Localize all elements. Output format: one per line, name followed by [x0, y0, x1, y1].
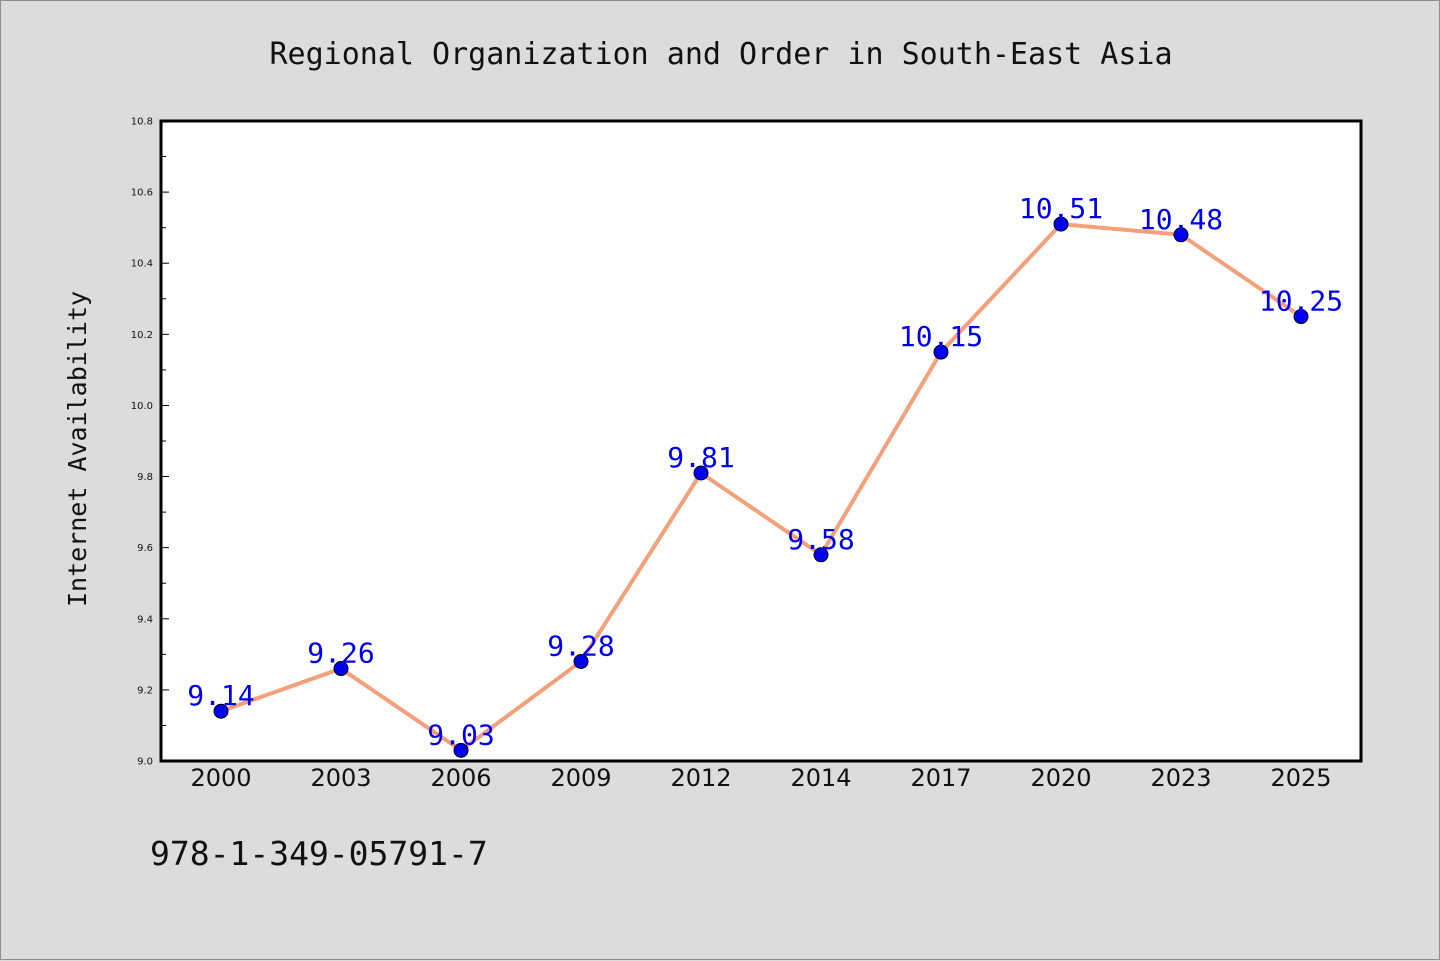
x-tick-label: 2009 [550, 764, 611, 792]
y-tick-label: 10.0 [131, 401, 153, 412]
data-point [1293, 309, 1309, 325]
x-tick-label: 2014 [790, 764, 851, 792]
y-tick-label: 10.8 [131, 117, 153, 128]
data-label: 10.25 [1259, 285, 1343, 318]
data-point [813, 547, 829, 563]
data-point [213, 703, 229, 719]
data-point [333, 661, 349, 677]
data-label: 9.58 [787, 523, 854, 556]
data-point [573, 653, 589, 669]
x-tick-label: 2006 [430, 764, 491, 792]
data-label: 9.14 [187, 679, 254, 712]
data-point [1053, 216, 1069, 232]
data-label: 10.15 [899, 320, 983, 353]
y-tick-label: 9.0 [137, 757, 153, 768]
y-tick-label: 9.6 [137, 543, 153, 554]
x-tick-label: 2025 [1270, 764, 1331, 792]
data-point [453, 742, 469, 758]
x-axis-ticks: 2000 2003 2006 2009 2012 2014 2017 2020 2023 2025 [190, 764, 1331, 792]
y-tick-label: 9.2 [137, 685, 153, 696]
x-tick-label: 2020 [1030, 764, 1091, 792]
x-tick-label: 2000 [190, 764, 251, 792]
x-tick-label: 2003 [310, 764, 371, 792]
x-tick-label: 2017 [910, 764, 971, 792]
y-tick-label: 10.2 [131, 330, 153, 341]
data-label: 9.28 [547, 629, 614, 662]
isbn-footer: 978-1-349-05791-7 [150, 834, 488, 873]
y-tick-label: 10.6 [131, 188, 153, 199]
y-axis-ticks: 9.0 9.2 9.4 9.6 9.8 10.0 10.2 10.4 10.6 10.8 [131, 117, 169, 768]
series-line [219, 222, 1303, 753]
data-label: 9.26 [307, 637, 374, 670]
data-series [213, 216, 1309, 758]
y-tick-label: 9.8 [137, 472, 153, 483]
data-label: 9.81 [667, 441, 734, 474]
data-label: 10.48 [1139, 203, 1223, 236]
data-point [1173, 227, 1189, 243]
x-tick-label: 2012 [670, 764, 731, 792]
y-tick-label: 10.4 [131, 259, 153, 270]
y-tick-label: 9.4 [137, 614, 153, 625]
chart-title: Regional Organization and Order in South… [269, 37, 1172, 72]
x-tick-label: 2023 [1150, 764, 1211, 792]
plot-area [159, 119, 1363, 763]
y-axis-label: Internet Availability [63, 291, 92, 607]
data-label: 9.03 [427, 718, 494, 751]
data-label: 10.51 [1019, 192, 1103, 225]
data-point [933, 344, 949, 360]
data-labels: 9.14 9.26 9.03 9.28 9.81 9.58 10.15 10.51 10.48 1… [187, 192, 1343, 751]
data-point [693, 465, 709, 481]
